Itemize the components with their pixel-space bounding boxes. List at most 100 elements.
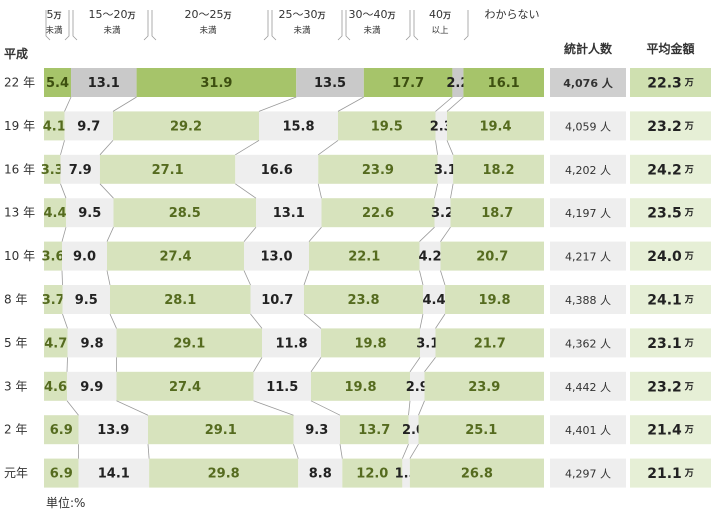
bar-segment: [447, 111, 544, 141]
bar-segment: [78, 415, 148, 445]
row-label: 5 年: [4, 336, 27, 350]
data-label: 28.5: [169, 206, 201, 221]
bar-segment: [44, 371, 67, 401]
count-column-header: 統計人数: [564, 41, 613, 56]
data-label: 23.9: [468, 380, 500, 395]
connector-line: [243, 270, 251, 286]
count-value: 4,442 人: [565, 381, 611, 394]
data-label: 18.2: [483, 163, 515, 178]
count-value: 4,388 人: [565, 294, 611, 307]
data-label: 2.9: [406, 380, 429, 395]
connector-line: [446, 140, 454, 155]
avg-cell: [630, 198, 711, 228]
connector-line: [235, 183, 257, 199]
data-label: 18.7: [481, 206, 513, 221]
bar-segment: [64, 111, 113, 141]
data-label: 5.4: [46, 76, 69, 91]
bar-segment: [262, 328, 321, 358]
bar-segment: [435, 328, 544, 358]
bar-segment: [66, 198, 114, 228]
avg-value: 23.2 万: [647, 119, 694, 135]
bar-segment: [62, 285, 110, 314]
bar-segment: [67, 328, 117, 358]
era-label: 平成: [4, 46, 28, 61]
data-label: 29.2: [170, 119, 202, 134]
bar-segment: [410, 371, 425, 401]
bar-segment: [293, 415, 340, 445]
avg-value: 21.4 万: [647, 423, 694, 439]
row-label: 8 年: [4, 293, 27, 307]
count-value: 4,362 人: [565, 337, 611, 350]
count-cell: [550, 154, 626, 184]
connector-line: [450, 183, 454, 199]
data-label: 4.6: [44, 380, 67, 395]
bar-segment: [437, 154, 454, 184]
connector-line: [60, 140, 65, 155]
data-label: 3.7: [42, 293, 65, 308]
data-label: 4.1: [43, 119, 66, 134]
svg-text:未満: 未満: [45, 25, 63, 36]
count-cell: [550, 458, 626, 488]
data-label: 11.8: [275, 336, 307, 351]
data-label: 13.1: [88, 76, 120, 91]
bar-segment: [44, 241, 62, 271]
data-label: 20.7: [476, 250, 508, 265]
bar-segment: [116, 328, 262, 358]
bar-segment: [340, 415, 409, 445]
data-label: 19.5: [371, 119, 403, 134]
connector-line: [61, 227, 67, 242]
connector-line: [339, 444, 343, 459]
bar-segment: [149, 458, 299, 488]
data-label: 3.1: [434, 163, 457, 178]
avg-value: 24.0 万: [647, 249, 694, 265]
bar-segment: [44, 458, 79, 488]
bar-segment: [71, 68, 137, 97]
bar-segment: [136, 68, 297, 97]
connector-line: [112, 96, 137, 112]
bar-row-8: 2 年 6.9 13.9 29.1 9.3 13.7 2.0 25.1 4,401 人 21.4 万: [4, 415, 711, 445]
data-label: 25.1: [465, 423, 497, 438]
bar-segment: [256, 198, 322, 228]
bar-segment: [110, 285, 251, 314]
bar-segment: [452, 68, 464, 97]
bar-segment: [463, 68, 544, 97]
bar-segment: [44, 285, 63, 314]
bar-segment: [445, 285, 544, 314]
bar-segment: [408, 415, 419, 445]
count-value: 4,076 人: [563, 76, 614, 90]
count-cell: [550, 198, 626, 228]
data-label: 4.4: [422, 293, 445, 308]
avg-value: 23.1 万: [647, 336, 694, 352]
data-label: 27.4: [159, 250, 191, 265]
unit-note: 単位:%: [46, 495, 85, 510]
data-label: 10.7: [261, 293, 293, 308]
connector-line: [435, 140, 439, 155]
category-header-6: わからない: [485, 8, 540, 21]
data-label: 19.8: [354, 336, 386, 351]
bar-row-6: 5 年 4.7 9.8 29.1 11.8 19.8 3.1 21.7 4,362 人 23.1 万: [4, 328, 711, 358]
connector-line: [253, 400, 294, 416]
bar-segment: [423, 285, 445, 314]
bar-segment: [235, 154, 319, 184]
data-label: 15.8: [282, 119, 314, 134]
data-label: 12.0: [356, 467, 388, 482]
connector-line: [440, 270, 446, 286]
data-label: 29.8: [208, 467, 240, 482]
avg-value: 24.2 万: [647, 162, 694, 178]
count-cell: [550, 285, 626, 314]
connector-line: [303, 313, 322, 329]
data-label: 21.7: [474, 336, 506, 351]
bar-segment: [44, 111, 65, 141]
data-label: 14.1: [98, 467, 130, 482]
data-label: 9.9: [80, 380, 103, 395]
connector-line: [419, 226, 435, 242]
connector-line: [66, 400, 79, 416]
bar-segment: [113, 111, 259, 141]
avg-value: 24.1 万: [647, 293, 694, 309]
data-label: 9.5: [75, 293, 98, 308]
bar-segment: [296, 68, 364, 97]
connector-line: [317, 183, 322, 199]
data-label: 27.4: [169, 380, 201, 395]
